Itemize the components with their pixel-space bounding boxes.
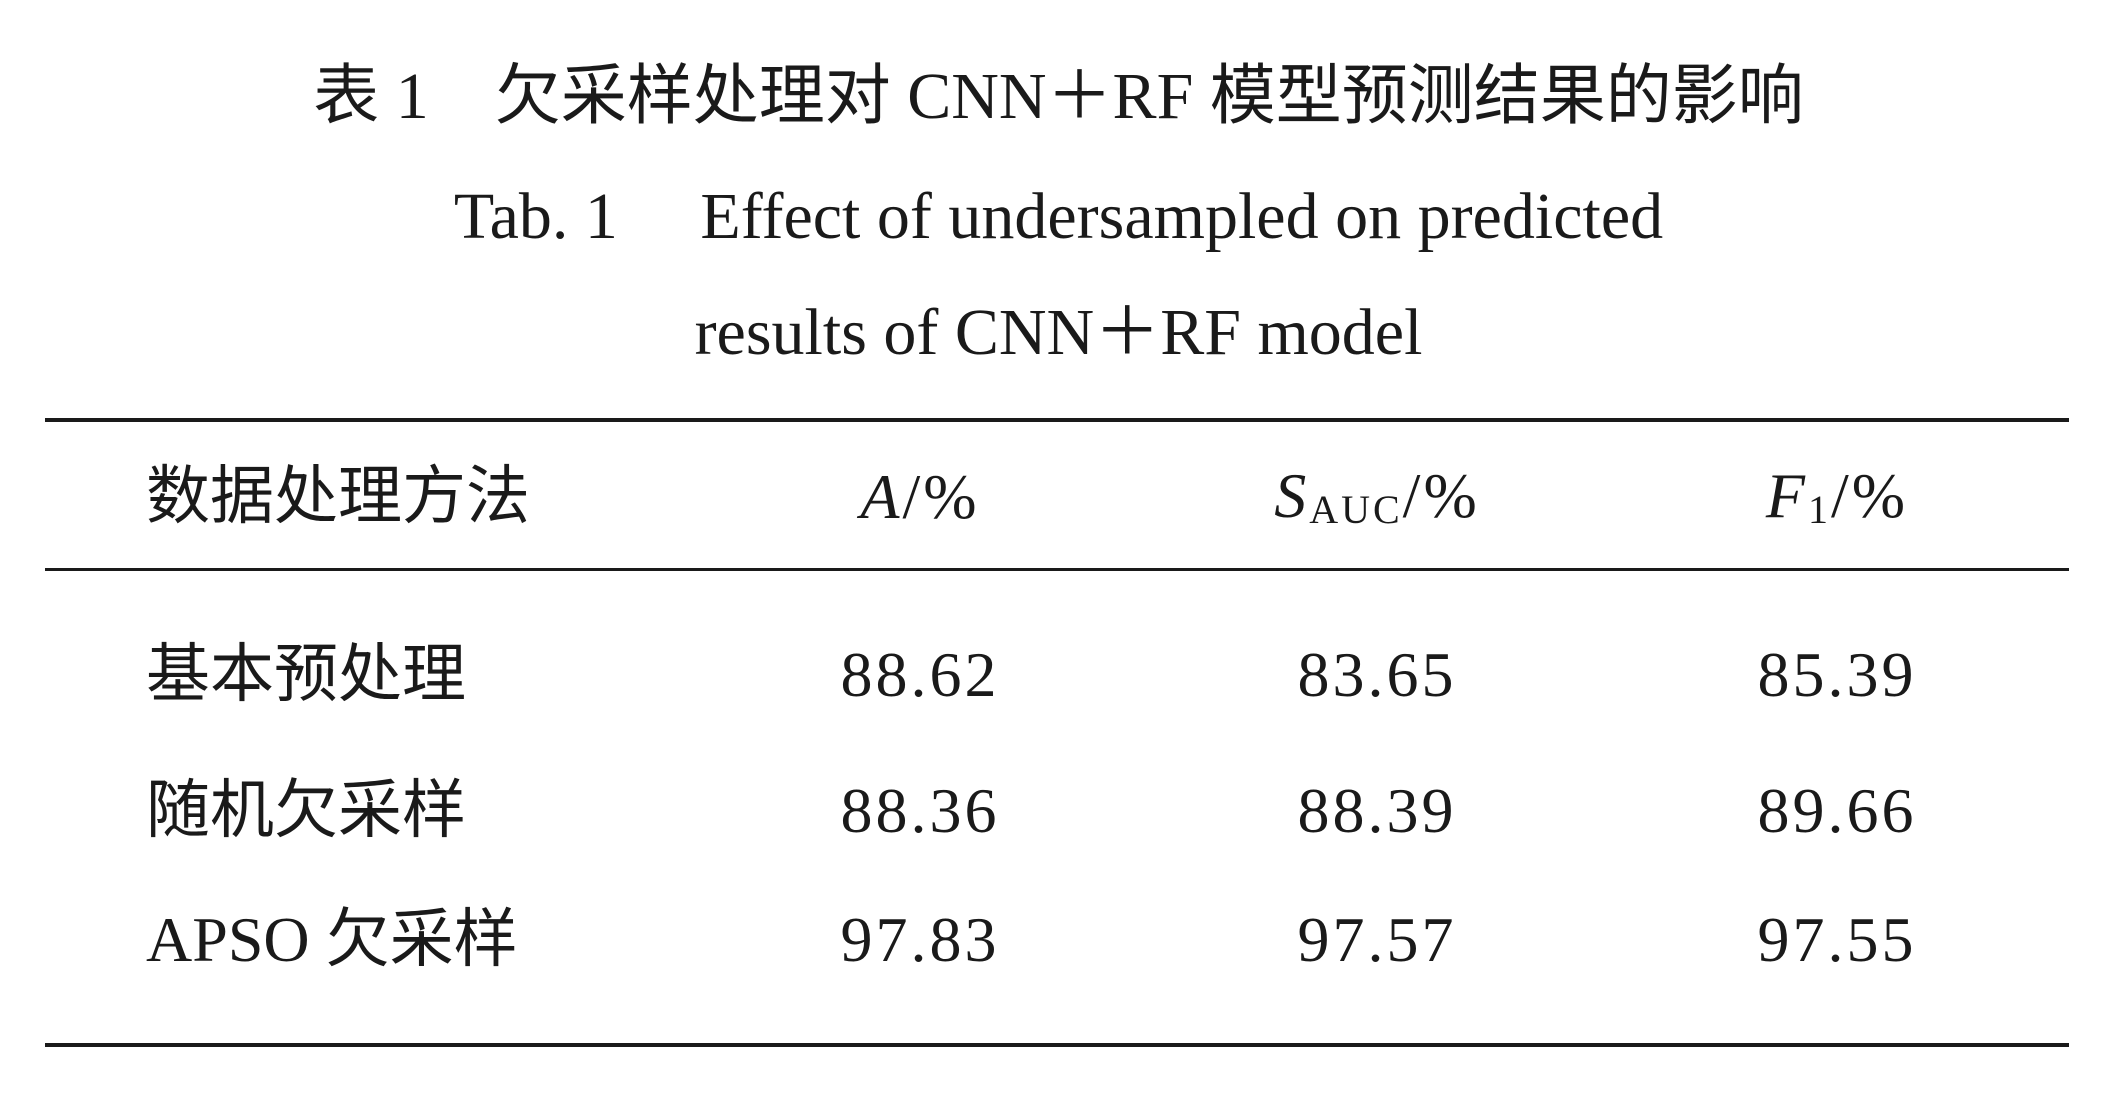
subscript: 1 [1808, 487, 1831, 532]
table-cell: 97.55 [1757, 904, 1917, 975]
header-cell: 数据处理方法 [146, 461, 530, 532]
header-cell: F1/% [1766, 464, 1908, 530]
row-label: APSO 欠采样 [146, 904, 518, 975]
top-rule [45, 418, 2069, 422]
table-cell: 89.66 [1757, 775, 1917, 846]
row-label: 基本预处理 [146, 639, 466, 710]
table-cell: 88.36 [840, 775, 1000, 846]
caption-zh: 表 1 欠采样处理对 CNN＋RF 模型预测结果的影响 [313, 60, 1804, 133]
subscript: AUC [1309, 487, 1403, 532]
symbol: F [1765, 460, 1808, 531]
table-cell: 97.57 [1297, 904, 1457, 975]
bottom-rule [45, 1043, 2069, 1047]
table-cell: 88.39 [1297, 775, 1457, 846]
caption-en: Tab. 1 Effect of undersampled on predict… [453, 180, 1664, 253]
unit: /% [1831, 460, 1909, 531]
table-cell: 88.62 [840, 639, 1000, 710]
unit: /% [902, 461, 980, 532]
mid-rule [45, 568, 2069, 571]
unit: /% [1402, 460, 1480, 531]
table-cell: 97.83 [840, 904, 1000, 975]
header-cell: A/% [860, 465, 979, 529]
table-cell: 85.39 [1757, 639, 1917, 710]
symbol: S [1274, 460, 1310, 531]
caption-en: results of CNN＋RF model [694, 296, 1423, 369]
table-cell: 83.65 [1297, 639, 1457, 710]
header-cell: SAUC/% [1274, 464, 1480, 530]
row-label: 随机欠采样 [146, 775, 466, 846]
symbol: A [860, 461, 903, 532]
